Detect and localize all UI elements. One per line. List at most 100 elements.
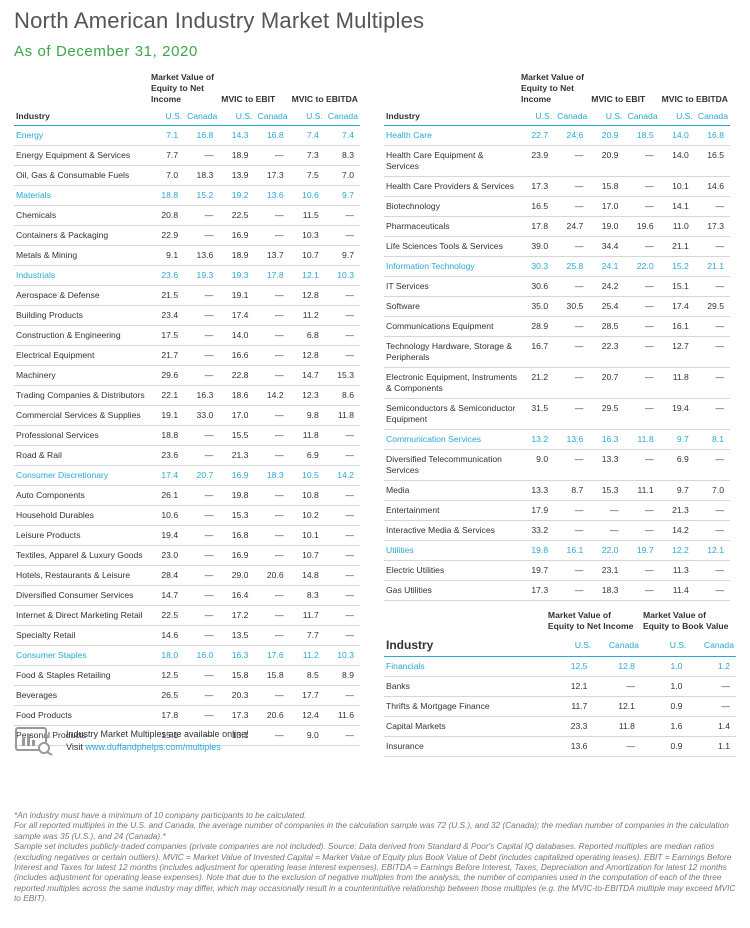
industry-name: Internet & Direct Marketing Retail — [14, 605, 149, 626]
value: — — [554, 367, 590, 399]
value: 12.1 — [694, 540, 730, 561]
value: 19.0 — [589, 216, 625, 237]
industry-name: Food & Staples Retailing — [14, 665, 149, 686]
value: — — [624, 398, 660, 430]
value: — — [554, 398, 590, 430]
industry-name: Energy Equipment & Services — [14, 145, 149, 166]
value: 21.1 — [694, 256, 730, 277]
value: 17.0 — [219, 405, 255, 426]
value: 14.2 — [324, 465, 360, 486]
footnote: *An industry must have a minimum of 10 c… — [14, 810, 307, 820]
value: 7.1 — [148, 125, 185, 146]
value: 17.2 — [219, 605, 255, 626]
industry-name: Diversified Telecommunication Services — [384, 449, 519, 481]
value: 24.1 — [589, 256, 625, 277]
industry-name: Metals & Mining — [14, 245, 149, 266]
value: 7.5 — [289, 165, 325, 186]
industry-name: Gas Utilities — [384, 580, 519, 601]
value: 13.9 — [219, 165, 255, 186]
value: 14.3 — [219, 125, 255, 146]
visit: Visit — [66, 742, 83, 752]
industry-row: Software 35.0 30.5 25.4—17.4 29.5 — [384, 296, 730, 317]
value: — — [624, 196, 660, 217]
value: 11.2 — [289, 645, 325, 666]
value: 16.7 — [518, 336, 555, 368]
financials-table: Market Value of Equity to Net Income Mark… — [384, 610, 736, 757]
industry-name: Industrials — [14, 265, 149, 286]
industry-row: Chemicals 20.8—22.5—11.5— — [14, 205, 360, 226]
value: 7.0 — [148, 165, 185, 186]
industry-name: Utilities — [384, 540, 519, 561]
industry-row: IT Services 30.6—24.2—15.1— — [384, 276, 730, 297]
value: 11.3 — [659, 560, 695, 581]
value: 11.2 — [289, 305, 325, 326]
value: 18.9 — [219, 245, 255, 266]
value: 22.9 — [148, 225, 185, 246]
value: 0.9 — [640, 696, 689, 717]
group-row: Market Value of Equity to Net Income Mark… — [384, 610, 736, 638]
group-header: MVIC to EBIT — [221, 94, 276, 104]
value: — — [184, 285, 220, 306]
industry-name: Communication Services — [384, 429, 519, 450]
value: — — [324, 285, 360, 306]
value: — — [254, 485, 290, 506]
value: — — [554, 316, 590, 337]
value: — — [554, 500, 590, 521]
table-body: Financials 12.5 12.8 1.0 1.2 Banks 12.1—1.0— Th… — [384, 656, 736, 757]
value: 16.8 — [254, 125, 290, 146]
industry-name: Beverages — [14, 685, 149, 706]
value: 9.7 — [659, 480, 695, 501]
blank — [384, 72, 519, 111]
value: — — [254, 545, 290, 566]
industry-name: Health Care — [384, 125, 519, 146]
value: 10.3 — [324, 645, 360, 666]
value: 15.3 — [324, 365, 360, 386]
value: 12.8 — [289, 345, 325, 366]
value: 17.0 — [589, 196, 625, 217]
value: 17.8 — [518, 216, 555, 237]
value: 16.9 — [219, 545, 255, 566]
industry-name: Communications Equipment — [384, 316, 519, 337]
value: 10.7 — [289, 245, 325, 266]
industry-row: Beverages 26.5—20.3—17.7— — [14, 685, 360, 706]
value: 8.5 — [289, 665, 325, 686]
value: 17.3 — [694, 216, 730, 237]
value: — — [593, 736, 641, 757]
value: — — [554, 145, 590, 177]
subheader: U.S. — [289, 111, 325, 126]
value: 8.7 — [554, 480, 590, 501]
value: — — [554, 176, 590, 197]
value: — — [254, 445, 290, 466]
value: 19.8 — [219, 485, 255, 506]
value: 11.8 — [289, 425, 325, 446]
value: 28.5 — [589, 316, 625, 337]
value: 15.1 — [659, 276, 695, 297]
footnotes: *An industry must have a minimum of 10 c… — [14, 810, 736, 904]
industry-row: Household Durables 10.6—15.3—10.2— — [14, 505, 360, 526]
value: 11.4 — [659, 580, 695, 601]
industry-name: Containers & Packaging — [14, 225, 149, 246]
value: 21.3 — [219, 445, 255, 466]
value: 15.8 — [254, 665, 290, 686]
value: — — [694, 367, 730, 399]
value: — — [554, 236, 590, 257]
visit-line: Visit www.duffandphelps.com/multiples — [66, 741, 326, 754]
value: 23.3 — [545, 716, 594, 737]
value: 13.3 — [518, 480, 555, 501]
value: — — [254, 305, 290, 326]
value: 18.9 — [219, 145, 255, 166]
value: — — [254, 285, 290, 306]
value: 6.8 — [289, 325, 325, 346]
value: 13.5 — [219, 625, 255, 646]
value: 21.1 — [659, 236, 695, 257]
value: — — [254, 525, 290, 546]
value: 1.0 — [640, 676, 689, 697]
value: — — [184, 725, 220, 746]
value: 16.0 — [184, 645, 220, 666]
value: — — [324, 625, 360, 646]
group-header: MVIC to EBITDA — [291, 94, 358, 104]
link[interactable]: www.duffandphelps.com/multiples — [85, 742, 221, 752]
blank — [14, 72, 149, 111]
value: 20.3 — [219, 685, 255, 706]
